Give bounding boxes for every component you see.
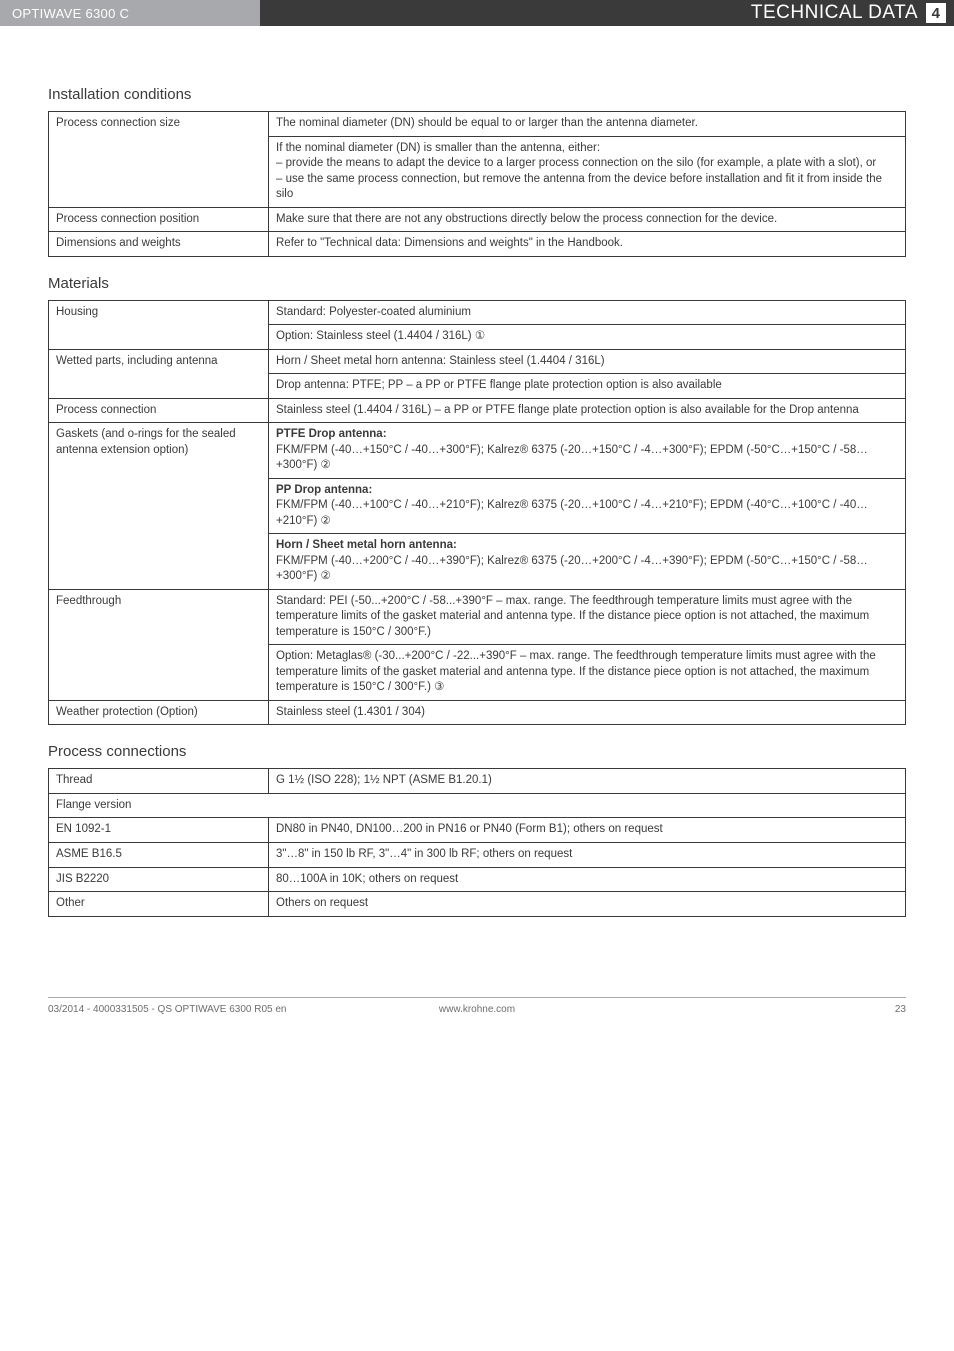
- cell-subhead: PTFE Drop antenna:: [276, 428, 387, 440]
- cell-subhead: PP Drop antenna:: [276, 484, 372, 496]
- cell-value: Standard: Polyester-coated aluminium: [269, 300, 906, 325]
- cell-label: EN 1092-1: [49, 818, 269, 843]
- cell-value: 80…100A in 10K; others on request: [269, 867, 906, 892]
- cell-value: Drop antenna: PTFE; PP – a PP or PTFE fl…: [269, 374, 906, 399]
- table-row: Other Others on request: [49, 892, 906, 917]
- cell-subhead: Horn / Sheet metal horn antenna:: [276, 539, 457, 551]
- footer-left: 03/2014 - 4000331505 - QS OPTIWAVE 6300 …: [48, 1004, 334, 1015]
- cell-value: PP Drop antenna: FKM/FPM (-40…+100°C / -…: [269, 478, 906, 534]
- cell-value: G 1½ (ISO 228); 1½ NPT (ASME B1.20.1): [269, 769, 906, 794]
- cell-value: Horn / Sheet metal horn antenna: FKM/FPM…: [269, 534, 906, 590]
- table-row: Housing Standard: Polyester-coated alumi…: [49, 300, 906, 325]
- table-row: Process connection size The nominal diam…: [49, 112, 906, 137]
- table-row: Flange version: [49, 793, 906, 818]
- table-row: Wetted parts, including antenna Horn / S…: [49, 349, 906, 374]
- cell-value: If the nominal diameter (DN) is smaller …: [269, 136, 906, 207]
- cell-label: Process connection position: [49, 207, 269, 232]
- cell-subbody: FKM/FPM (-40…+200°C / -40…+390°F); Kalre…: [276, 555, 868, 583]
- table-row: ASME B16.5 3"…8" in 150 lb RF, 3"…4" in …: [49, 842, 906, 867]
- cell-value: 3"…8" in 150 lb RF, 3"…4" in 300 lb RF; …: [269, 842, 906, 867]
- cell-label: Dimensions and weights: [49, 232, 269, 257]
- table-row: Dimensions and weights Refer to "Technic…: [49, 232, 906, 257]
- cell-label: Wetted parts, including antenna: [49, 349, 269, 398]
- installation-table: Process connection size The nominal diam…: [48, 111, 906, 257]
- footer-right: 23: [620, 1004, 906, 1015]
- header-title-wrap: TECHNICAL DATA 4: [260, 0, 954, 26]
- table-row: Thread G 1½ (ISO 228); 1½ NPT (ASME B1.2…: [49, 769, 906, 794]
- table-row: EN 1092-1 DN80 in PN40, DN100…200 in PN1…: [49, 818, 906, 843]
- cell-label: Process connection: [49, 398, 269, 423]
- table-row: Process connection position Make sure th…: [49, 207, 906, 232]
- cell-value: DN80 in PN40, DN100…200 in PN16 or PN40 …: [269, 818, 906, 843]
- cell-value: Standard: PEI (-50...+200°C / -58...+390…: [269, 589, 906, 645]
- cell-value: Stainless steel (1.4301 / 304): [269, 700, 906, 725]
- cell-value: Make sure that there are not any obstruc…: [269, 207, 906, 232]
- cell-value: The nominal diameter (DN) should be equa…: [269, 112, 906, 137]
- process-title: Process connections: [48, 743, 906, 760]
- page-content: Installation conditions Process connecti…: [0, 86, 954, 957]
- cell-subbody: FKM/FPM (-40…+150°C / -40…+300°F); Kalre…: [276, 444, 868, 472]
- installation-title: Installation conditions: [48, 86, 906, 103]
- cell-value: PTFE Drop antenna: FKM/FPM (-40…+150°C /…: [269, 423, 906, 479]
- cell-label: Gaskets (and o-rings for the sealed ante…: [49, 423, 269, 590]
- cell-label: Housing: [49, 300, 269, 349]
- header-product: OPTIWAVE 6300 C: [0, 0, 260, 26]
- cell-label: Other: [49, 892, 269, 917]
- cell-label: Process connection size: [49, 112, 269, 208]
- cell-label: JIS B2220: [49, 867, 269, 892]
- cell-label: Weather protection (Option): [49, 700, 269, 725]
- page-footer: 03/2014 - 4000331505 - QS OPTIWAVE 6300 …: [48, 997, 906, 1015]
- cell-value: Option: Stainless steel (1.4404 / 316L) …: [269, 325, 906, 350]
- materials-table: Housing Standard: Polyester-coated alumi…: [48, 300, 906, 726]
- header-title: TECHNICAL DATA: [751, 2, 918, 24]
- cell-group-header: Flange version: [49, 793, 906, 818]
- section-number-box: 4: [926, 3, 946, 23]
- cell-label: Thread: [49, 769, 269, 794]
- cell-subbody: FKM/FPM (-40…+100°C / -40…+210°F); Kalre…: [276, 499, 868, 527]
- materials-title: Materials: [48, 275, 906, 292]
- cell-value: Option: Metaglas® (-30...+200°C / -22...…: [269, 645, 906, 701]
- cell-value: Refer to "Technical data: Dimensions and…: [269, 232, 906, 257]
- header-bar: OPTIWAVE 6300 C TECHNICAL DATA 4: [0, 0, 954, 26]
- table-row: JIS B2220 80…100A in 10K; others on requ…: [49, 867, 906, 892]
- footer-center: www.krohne.com: [334, 1004, 620, 1015]
- cell-value: Horn / Sheet metal horn antenna: Stainle…: [269, 349, 906, 374]
- cell-label: ASME B16.5: [49, 842, 269, 867]
- table-row: Feedthrough Standard: PEI (-50...+200°C …: [49, 589, 906, 645]
- table-row: Gaskets (and o-rings for the sealed ante…: [49, 423, 906, 479]
- table-row: Process connection Stainless steel (1.44…: [49, 398, 906, 423]
- cell-value: Stainless steel (1.4404 / 316L) – a PP o…: [269, 398, 906, 423]
- cell-value: Others on request: [269, 892, 906, 917]
- cell-label: Feedthrough: [49, 589, 269, 700]
- process-table: Thread G 1½ (ISO 228); 1½ NPT (ASME B1.2…: [48, 768, 906, 916]
- table-row: Weather protection (Option) Stainless st…: [49, 700, 906, 725]
